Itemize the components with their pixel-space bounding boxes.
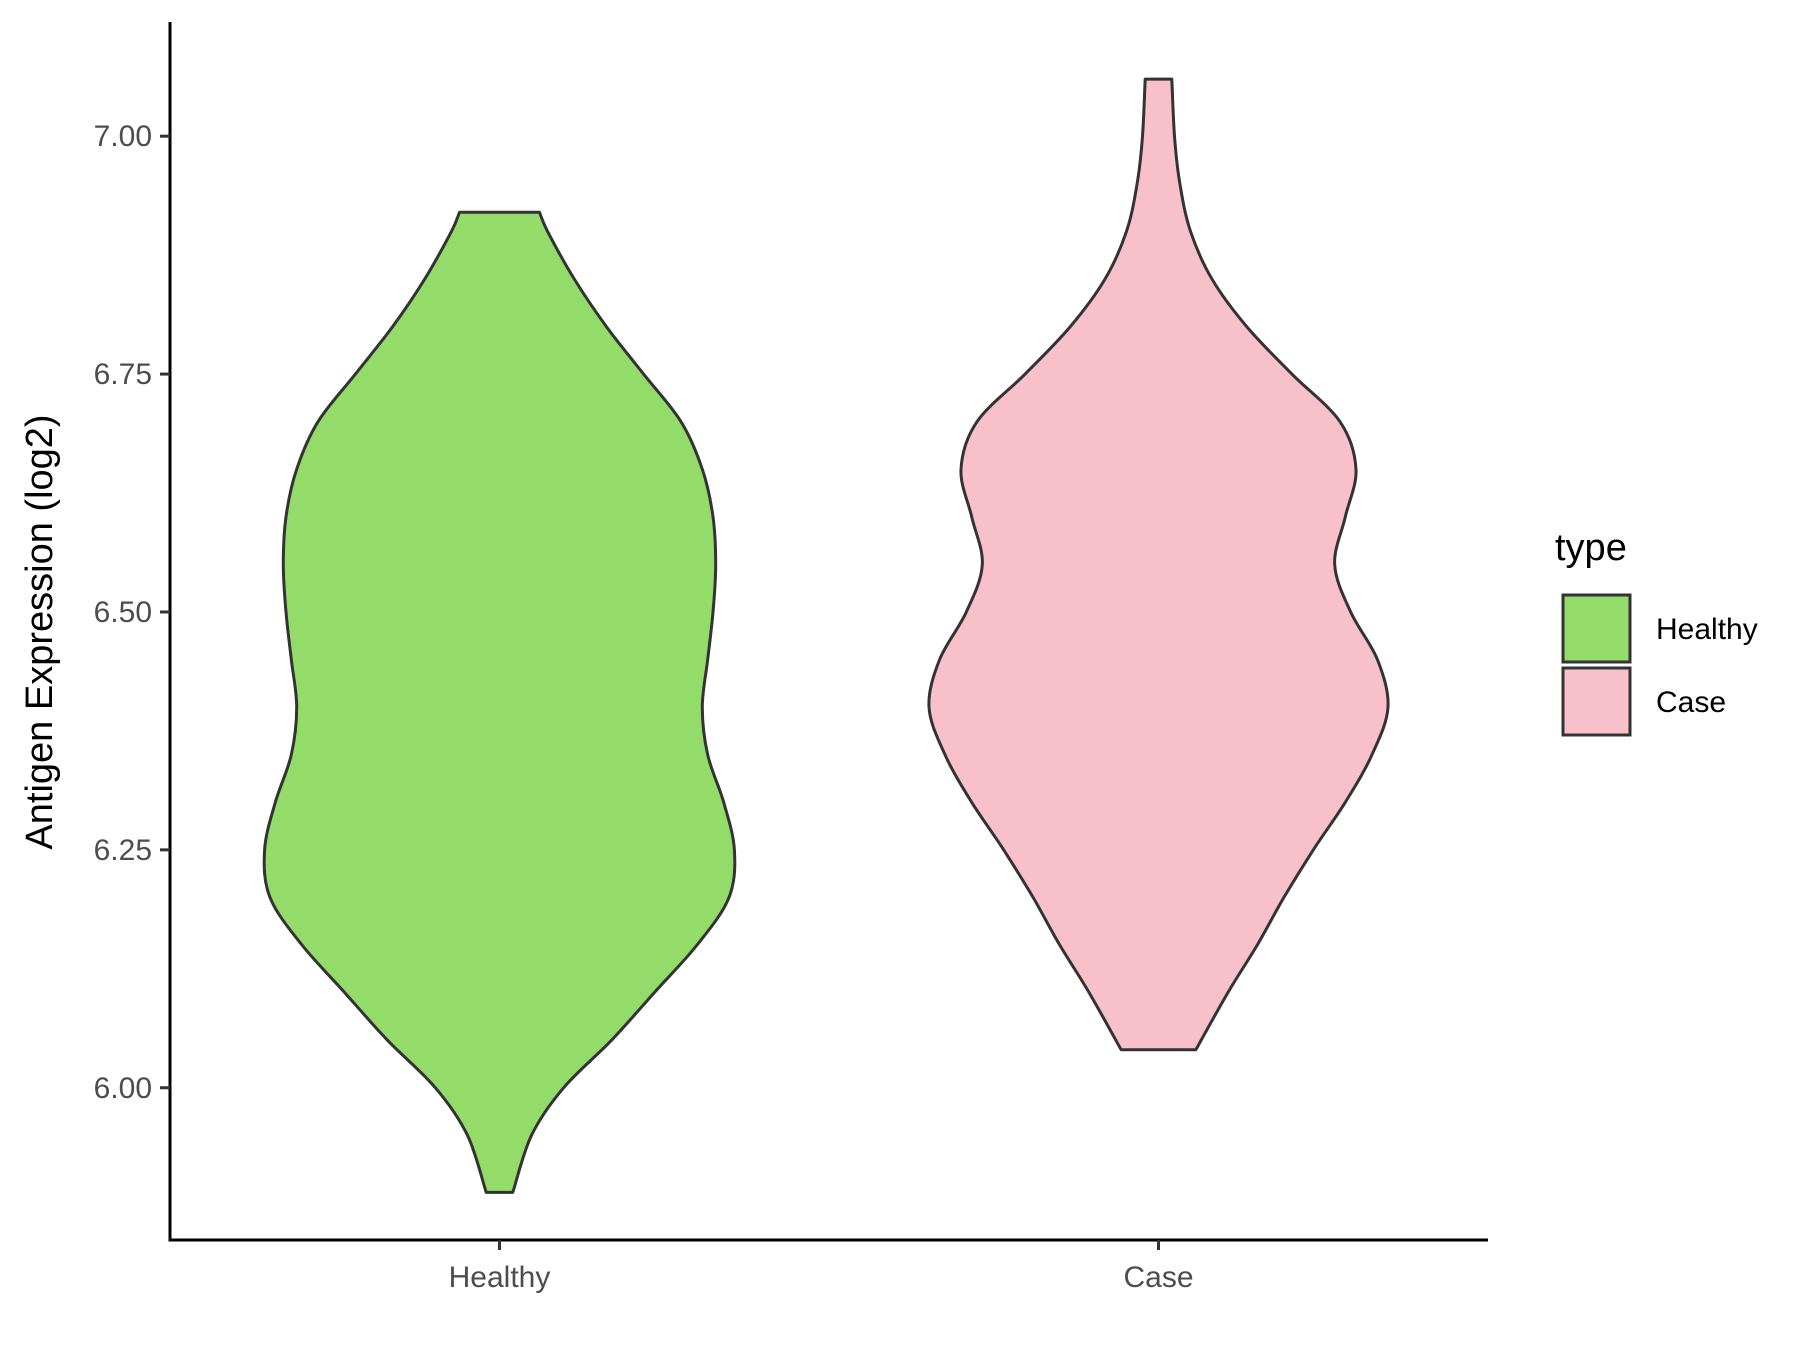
violin-healthy xyxy=(262,210,737,1194)
violin-layer xyxy=(262,77,1390,1194)
legend-key-case xyxy=(1561,666,1632,737)
x-axis: Healthy Case xyxy=(168,1238,1488,1294)
legend-label: Case xyxy=(1656,686,1726,719)
x-tick-label: Healthy xyxy=(449,1261,551,1294)
legend-title: type xyxy=(1555,527,1627,569)
y-tick-label: 6.25 xyxy=(94,834,152,867)
y-tick-label: 7.00 xyxy=(94,120,152,153)
y-tick-label: 6.00 xyxy=(94,1072,152,1105)
x-tick-label: Case xyxy=(1123,1261,1193,1294)
legend-label: Healthy xyxy=(1656,613,1758,646)
y-tick-label: 6.75 xyxy=(94,358,152,391)
y-axis: 6.00 6.25 6.50 6.75 7.00 xyxy=(94,22,172,1242)
violin-case xyxy=(927,77,1390,1052)
y-axis-title: Antigen Expression (log2) xyxy=(19,414,61,849)
legend: type Healthy Case xyxy=(1555,527,1758,737)
legend-key-healthy xyxy=(1561,593,1632,664)
y-tick-label: 6.50 xyxy=(94,596,152,629)
